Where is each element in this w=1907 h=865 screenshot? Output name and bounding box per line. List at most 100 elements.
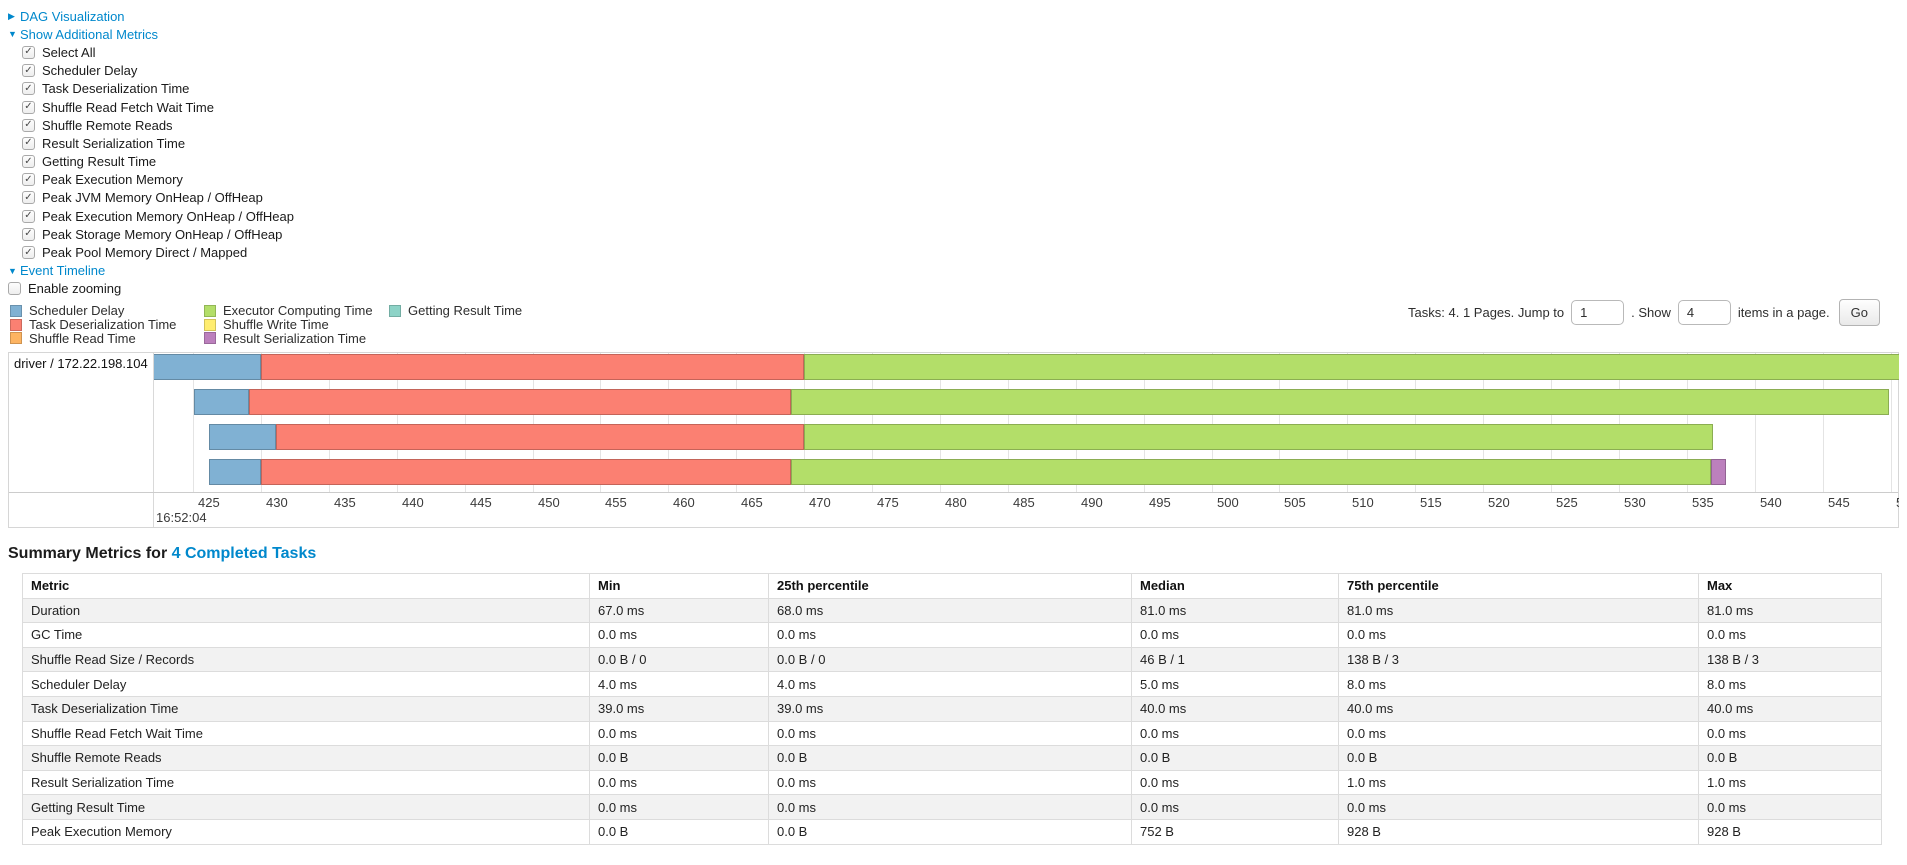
table-header-cell: Median <box>1131 573 1339 599</box>
items-per-page-input[interactable] <box>1677 300 1731 325</box>
timeline-legend: Scheduler Delay Task Deserialization Time… <box>10 303 522 346</box>
timeline-tick-label: 440 <box>402 495 424 510</box>
task-segment-task-deserialization[interactable] <box>261 459 791 485</box>
metric-value-cell: 81.0 ms <box>1338 597 1699 624</box>
timeline-gridline <box>1076 353 1077 492</box>
task-segment-task-deserialization[interactable] <box>261 354 804 380</box>
metric-checkbox[interactable] <box>22 136 35 150</box>
timeline-axis: 16:52:04 425 430 435 440 445 450 455 460 465 470 4… <box>154 493 1899 528</box>
timeline-gridline <box>940 353 941 492</box>
metric-checkbox[interactable] <box>22 82 35 96</box>
metric-value-cell: 5.0 ms <box>1131 671 1339 697</box>
timeline-gridline <box>1823 353 1824 492</box>
legend-column: Getting Result Time <box>389 303 522 345</box>
task-segment-executor-computing[interactable] <box>791 459 1711 485</box>
metric-checkbox[interactable] <box>22 155 35 169</box>
event-timeline-toggle[interactable]: ▼ Event Timeline <box>8 262 1907 280</box>
metric-checkbox[interactable] <box>22 227 35 241</box>
metric-checkbox-label[interactable]: Shuffle Remote Reads <box>42 117 173 133</box>
show-additional-metrics-link[interactable]: Show Additional Metrics <box>20 26 159 42</box>
enable-zooming-checkbox[interactable] <box>8 282 21 296</box>
metric-checkbox[interactable] <box>22 209 35 223</box>
table-row: Result Serialization Time 0.0 ms 0.0 ms 0.0… <box>22 769 1882 796</box>
task-segment-scheduler-delay[interactable] <box>209 459 261 485</box>
metric-value-cell: 138 B / 3 <box>1698 646 1882 673</box>
legend-column: Scheduler Delay Task Deserialization Time… <box>10 303 204 346</box>
timeline-tick-label: 510 <box>1352 495 1374 510</box>
timeline-gridline <box>804 353 805 492</box>
metric-name-cell: Duration <box>22 597 590 624</box>
metric-checkbox-label[interactable]: Peak Execution Memory OnHeap / OffHeap <box>42 208 294 224</box>
metric-name-cell: Task Deserialization Time <box>22 695 590 722</box>
metric-value-cell: 928 B <box>1698 818 1882 845</box>
metric-checkbox[interactable] <box>22 118 35 132</box>
metric-name-cell: Getting Result Time <box>22 794 590 820</box>
task-segment-scheduler-delay[interactable] <box>209 424 276 450</box>
task-segment-result-serialization[interactable] <box>1711 459 1726 485</box>
legend-color-swatch <box>204 318 216 331</box>
go-button[interactable]: Go <box>1838 299 1880 326</box>
summary-metrics-title: Summary Metrics for 4 Completed Tasks <box>8 545 1907 563</box>
metric-checkbox-label[interactable]: Task Deserialization Time <box>42 81 190 97</box>
show-additional-metrics-toggle[interactable]: ▼ Show Additional Metrics <box>8 25 1907 43</box>
timeline-time-of-day-label: 16:52:04 <box>156 510 207 525</box>
metric-checkbox[interactable] <box>22 246 35 260</box>
metric-value-cell: 0.0 B <box>589 745 769 771</box>
metric-checkbox-label[interactable]: Peak Pool Memory Direct / Mapped <box>42 245 248 261</box>
metric-value-cell: 0.0 ms <box>589 622 769 648</box>
metric-checkbox-label[interactable]: Shuffle Read Fetch Wait Time <box>42 99 214 115</box>
timeline-tick-label: 480 <box>945 495 967 510</box>
metric-checkbox-label[interactable]: Peak Execution Memory <box>42 172 183 188</box>
timeline-gridline <box>1619 353 1620 492</box>
timeline-tick-label: 525 <box>1556 495 1578 510</box>
completed-tasks-link[interactable]: 4 Completed Tasks <box>171 545 317 562</box>
task-segment-executor-computing[interactable] <box>804 424 1713 450</box>
legend-label: Shuffle Write Time <box>223 317 329 333</box>
metric-value-cell: 0.0 B / 0 <box>768 646 1132 673</box>
metric-checkbox[interactable] <box>22 100 35 114</box>
metric-checkbox[interactable] <box>22 64 35 78</box>
metric-checkbox-label[interactable]: Peak JVM Memory OnHeap / OffHeap <box>42 190 263 206</box>
table-header-row: Metric Min 25th percentile Median 75th perce… <box>22 573 1882 599</box>
arrow-down-icon: ▼ <box>8 265 17 276</box>
task-segment-scheduler-delay[interactable] <box>194 389 249 415</box>
legend-column: Executor Computing Time Shuffle Write Tim… <box>204 303 389 346</box>
task-segment-scheduler-delay[interactable] <box>154 354 261 380</box>
metric-value-cell: 0.0 ms <box>768 720 1132 747</box>
metric-checkbox-label[interactable]: Result Serialization Time <box>42 135 186 151</box>
jump-to-page-input[interactable] <box>1571 300 1625 325</box>
timeline-tick-label: 465 <box>741 495 763 510</box>
stage-controls: ▶ DAG Visualization ▼ Show Additional Me… <box>0 0 1907 298</box>
metric-value-cell: 0.0 ms <box>1338 622 1699 648</box>
task-segment-executor-computing[interactable] <box>791 389 1889 415</box>
timeline-tick-label: 450 <box>538 495 560 510</box>
dag-visualization-link[interactable]: DAG Visualization <box>20 8 125 24</box>
metric-checkbox-label[interactable]: Select All <box>42 44 96 60</box>
task-segment-task-deserialization[interactable] <box>249 389 791 415</box>
metric-checkbox[interactable] <box>22 173 35 187</box>
table-row: Shuffle Read Fetch Wait Time 0.0 ms 0.0 ms… <box>22 720 1882 747</box>
timeline-gridline <box>533 353 534 492</box>
metric-checkbox-label[interactable]: Getting Result Time <box>42 154 157 170</box>
timeline-gridline <box>1347 353 1348 492</box>
metric-value-cell: 0.0 B <box>768 818 1132 845</box>
timeline-tick-label: 540 <box>1760 495 1782 510</box>
metric-value-cell: 0.0 B / 0 <box>589 646 769 673</box>
timeline-tick-label: 495 <box>1149 495 1171 510</box>
metric-value-cell: 0.0 B <box>589 818 769 845</box>
metric-checkbox-label[interactable]: Peak Storage Memory OnHeap / OffHeap <box>42 226 283 242</box>
metric-value-cell: 46 B / 1 <box>1131 646 1339 673</box>
metric-checkbox-row: Shuffle Read Fetch Wait Time <box>8 98 1907 116</box>
metric-checkbox[interactable] <box>22 191 35 205</box>
metric-value-cell: 0.0 ms <box>1698 622 1882 648</box>
dag-visualization-toggle[interactable]: ▶ DAG Visualization <box>8 7 1907 25</box>
task-segment-executor-computing[interactable] <box>804 354 1899 380</box>
timeline-gridline <box>1755 353 1756 492</box>
metric-checkbox[interactable] <box>22 45 35 59</box>
metric-checkbox-label[interactable]: Scheduler Delay <box>42 63 138 79</box>
event-timeline-link[interactable]: Event Timeline <box>20 263 106 279</box>
legend-color-swatch <box>10 304 22 317</box>
task-segment-task-deserialization[interactable] <box>276 424 804 450</box>
pagination-show-text: . Show <box>1631 305 1671 320</box>
metric-checkbox-row: Getting Result Time <box>8 153 1907 171</box>
